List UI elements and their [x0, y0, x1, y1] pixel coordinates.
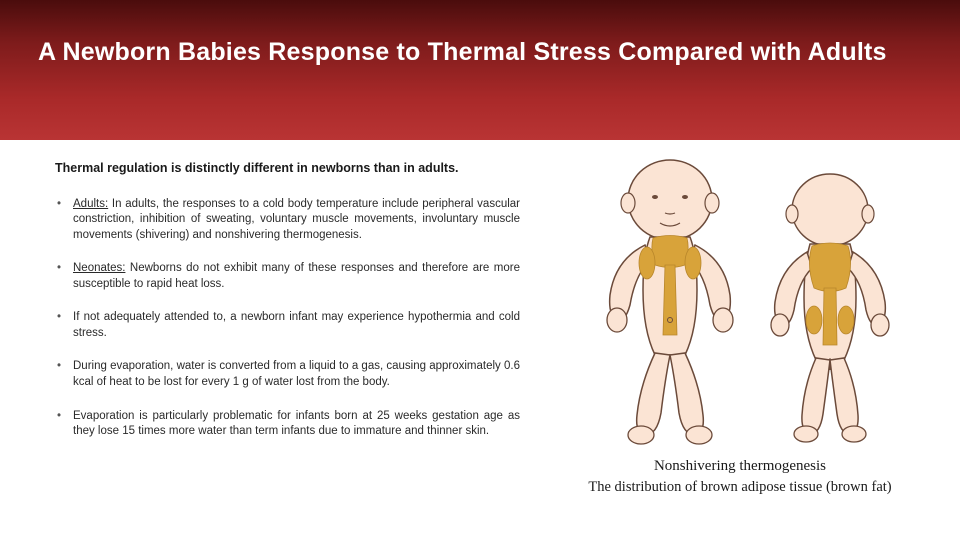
bullet-item: Evaporation is particularly problematic …: [55, 409, 520, 440]
bullet-text: Evaporation is particularly problematic …: [73, 410, 520, 438]
figure-caption-2: The distribution of brown adipose tissue…: [555, 479, 925, 496]
baby-front: [607, 160, 733, 444]
baby-illustration: [560, 140, 920, 450]
bullet-label: Adults:: [73, 198, 108, 210]
bullet-item: Adults: In adults, the responses to a co…: [55, 197, 520, 244]
header-band: A Newborn Babies Response to Thermal Str…: [0, 0, 960, 140]
figure-panel: Nonshivering thermogenesis The distribut…: [555, 140, 925, 520]
bullet-text: During evaporation, water is converted f…: [73, 360, 520, 388]
bullet-text: Newborns do not exhibit many of these re…: [73, 262, 520, 290]
bullet-text: In adults, the responses to a cold body …: [73, 198, 520, 241]
bullet-text: If not adequately attended to, a newborn…: [73, 311, 520, 339]
baby-back: [771, 174, 889, 442]
bullet-item: Neonates: Newborns do not exhibit many o…: [55, 261, 520, 292]
bullet-list: Adults: In adults, the responses to a co…: [55, 197, 520, 440]
page-title: A Newborn Babies Response to Thermal Str…: [38, 38, 922, 67]
content-area: Thermal regulation is distinctly differe…: [55, 160, 520, 458]
intro-text: Thermal regulation is distinctly differe…: [55, 160, 520, 177]
bullet-label: Neonates:: [73, 262, 125, 274]
bullet-item: If not adequately attended to, a newborn…: [55, 310, 520, 341]
figure-caption-1: Nonshivering thermogenesis: [555, 458, 925, 475]
bullet-item: During evaporation, water is converted f…: [55, 359, 520, 390]
